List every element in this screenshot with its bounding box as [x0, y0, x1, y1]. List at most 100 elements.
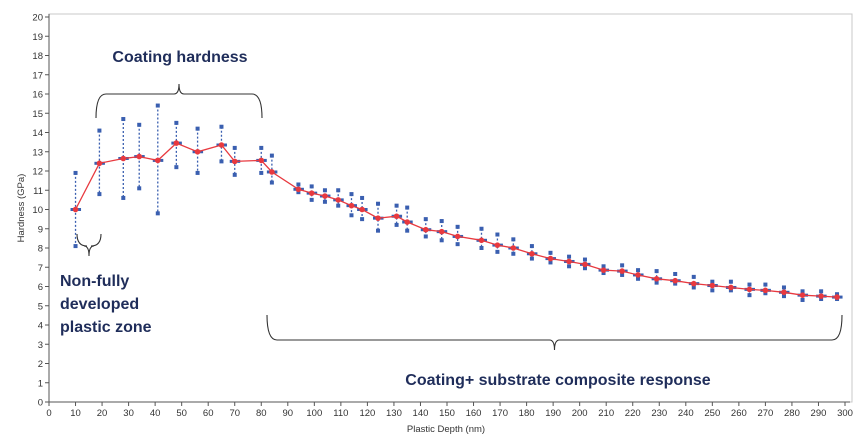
scatter-point: [640, 273, 644, 277]
scatter-point: [327, 194, 331, 198]
error-bar-cap-low: [336, 203, 341, 208]
mean-point: [438, 228, 445, 235]
error-bar-cap-high: [495, 232, 500, 237]
scatter-point: [515, 246, 519, 250]
mean-point: [781, 289, 787, 296]
scatter-point: [499, 243, 503, 247]
error-bar-cap-low: [710, 288, 715, 293]
y-tick-label: 11: [33, 186, 43, 197]
error-bar-cap-high: [620, 263, 625, 268]
plot-frame: [48, 13, 853, 403]
error-bar-cap-low: [360, 217, 365, 222]
error-bar-cap-high: [479, 226, 484, 231]
annotation-coating-hardness: Coating hardness: [112, 49, 247, 66]
scatter-point: [534, 252, 538, 256]
mean-point: [635, 272, 641, 278]
error-bar-cap-low: [529, 256, 534, 261]
error-bar-cap-low: [439, 238, 444, 243]
error-bar-cap-low: [155, 211, 160, 216]
bracket-coating-hardness: [95, 83, 263, 119]
error-bar-cap-high: [636, 268, 641, 273]
scatter-point: [141, 155, 145, 159]
mean-point: [72, 206, 79, 213]
mean-point: [404, 219, 411, 225]
y-tick-label: 7: [38, 263, 43, 274]
y-tick-label: 0: [38, 398, 43, 409]
scatter-point: [216, 143, 220, 147]
mean-point: [454, 233, 461, 240]
y-tick-label: 9: [38, 224, 43, 235]
x-tick-label: 50: [176, 408, 187, 419]
error-bar-cap-high: [781, 285, 786, 290]
mean-point: [308, 190, 315, 196]
mean-point: [600, 267, 607, 273]
data-points: [72, 140, 840, 300]
x-tick-label: 200: [572, 408, 588, 419]
x-tick-label: 210: [598, 408, 614, 419]
scatter-point: [452, 234, 456, 238]
mean-polyline: [74, 142, 838, 298]
error-bar-cap-low: [259, 170, 264, 175]
mean-point: [136, 153, 143, 160]
error-bar-cap-high: [195, 126, 200, 131]
scatter-point: [633, 273, 637, 277]
scatter-point: [526, 252, 530, 256]
annotation-nonfully-line2: developed: [60, 296, 139, 313]
x-tick-label: 290: [811, 408, 827, 419]
x-tick-label: 90: [283, 408, 294, 419]
error-bar-cap-high: [819, 289, 824, 294]
scatter-point: [223, 143, 227, 147]
error-bar-cap-low: [601, 271, 606, 276]
x-tick-label: 20: [97, 408, 108, 419]
error-bar-cap-low: [296, 190, 301, 195]
mean-point: [154, 157, 161, 164]
error-bar-cap-low: [195, 170, 200, 175]
scatter-point: [364, 208, 368, 211]
error-bar-cap-low: [394, 222, 399, 227]
y-tick-label: 15: [32, 109, 43, 120]
x-tick-label: 0: [46, 408, 51, 419]
error-bar-cap-high: [376, 201, 381, 206]
error-bar-cap-high: [405, 205, 410, 210]
mean-point: [269, 169, 275, 175]
error-bar-cap-high: [511, 237, 516, 242]
error-bar-cap-high: [548, 250, 553, 255]
y-tick-label: 1: [38, 378, 43, 389]
scatter-point: [333, 198, 337, 202]
mean-point: [393, 213, 400, 220]
mean-point: [218, 142, 225, 148]
x-tick-label: 140: [413, 408, 429, 419]
error-bar-cap-low: [654, 280, 659, 285]
error-bar-cap-high: [567, 254, 572, 259]
scatter-point: [306, 191, 310, 195]
x-tick-label: 230: [651, 408, 667, 419]
mean-point: [547, 255, 554, 262]
annotation-brackets: [76, 83, 843, 351]
mean-point: [510, 245, 517, 251]
x-tick-label: 190: [545, 408, 561, 419]
mean-point: [478, 237, 485, 244]
x-tick-label: 60: [203, 408, 214, 419]
scatter-point: [94, 161, 98, 165]
mean-point: [566, 258, 572, 265]
error-bar-cap-high: [582, 257, 587, 262]
scatter-point: [357, 208, 361, 211]
mean-point: [295, 186, 302, 193]
x-tick-label: 280: [784, 408, 800, 419]
error-bar-cap-high: [691, 274, 696, 279]
y-tick-label: 2: [38, 359, 43, 370]
y-tick-label: 8: [38, 244, 43, 255]
scatter-point: [314, 191, 318, 195]
x-tick-label: 80: [256, 408, 267, 419]
error-bar-cap-low: [219, 159, 224, 164]
error-bar-cap-high: [394, 203, 399, 208]
error-bar-cap-low: [322, 199, 327, 204]
mean-point: [672, 277, 678, 284]
error-bar-cap-high: [137, 122, 142, 127]
mean-point: [834, 294, 840, 300]
x-tick-label: 150: [439, 408, 455, 419]
error-bar-cap-high: [97, 128, 102, 133]
mean-point: [582, 261, 588, 268]
x-tick-label: 10: [70, 408, 81, 419]
